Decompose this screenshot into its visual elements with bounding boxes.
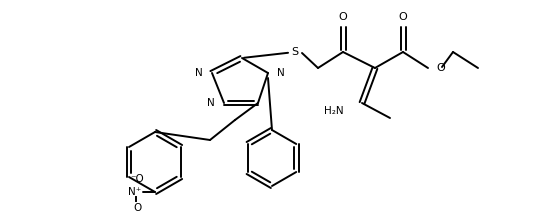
Text: S: S — [292, 47, 299, 57]
Text: H₂N: H₂N — [324, 106, 344, 116]
Text: N: N — [207, 98, 215, 108]
Text: N: N — [277, 68, 285, 78]
Text: O: O — [399, 12, 407, 22]
Text: O: O — [133, 203, 141, 213]
Text: N⁺: N⁺ — [128, 187, 142, 197]
Text: O: O — [436, 63, 445, 73]
Text: N: N — [195, 68, 203, 78]
Text: O: O — [339, 12, 347, 22]
Text: ⁻O: ⁻O — [130, 174, 144, 184]
